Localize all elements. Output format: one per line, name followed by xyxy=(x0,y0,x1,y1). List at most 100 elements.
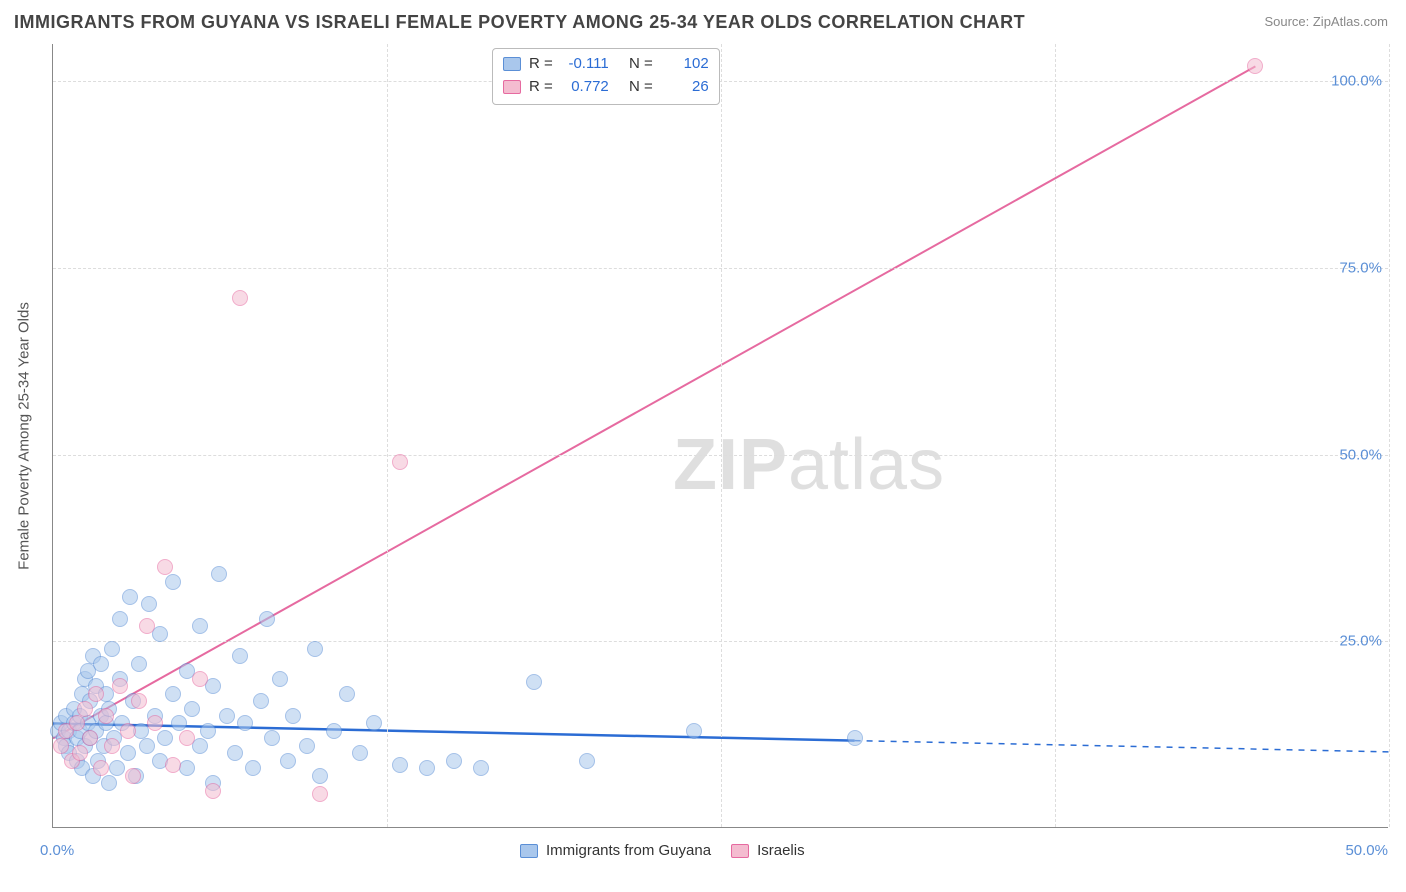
source-attribution: Source: ZipAtlas.com xyxy=(1264,14,1388,29)
marker-israelis xyxy=(131,693,147,709)
marker-guyana xyxy=(259,611,275,627)
ytick-label: 100.0% xyxy=(1331,73,1382,90)
swatch-guyana-2 xyxy=(520,844,538,858)
watermark: ZIPatlas xyxy=(673,424,945,506)
marker-guyana xyxy=(272,671,288,687)
gridline-v xyxy=(1055,44,1056,827)
marker-guyana xyxy=(299,738,315,754)
marker-guyana xyxy=(526,674,542,690)
marker-guyana xyxy=(307,641,323,657)
r-value-guyana: -0.111 xyxy=(561,53,609,76)
y-axis-label: Female Poverty Among 25-34 Year Olds xyxy=(16,302,33,570)
marker-guyana xyxy=(686,723,702,739)
marker-israelis xyxy=(157,559,173,575)
n-value-israelis: 26 xyxy=(661,76,709,99)
legend-label-israelis: Israelis xyxy=(757,842,805,859)
n-label: N = xyxy=(629,76,653,99)
gridline-v xyxy=(1389,44,1390,827)
swatch-israelis-2 xyxy=(731,844,749,858)
marker-israelis xyxy=(205,783,221,799)
marker-guyana xyxy=(184,701,200,717)
marker-guyana xyxy=(109,760,125,776)
marker-guyana xyxy=(285,708,301,724)
xtick-1: 50.0% xyxy=(1345,842,1388,859)
marker-guyana xyxy=(473,760,489,776)
series-legend: Immigrants from Guyana Israelis xyxy=(520,842,805,859)
marker-guyana xyxy=(280,753,296,769)
marker-guyana xyxy=(847,730,863,746)
marker-israelis xyxy=(179,730,195,746)
plot-area: ZIPatlas 25.0% 50.0% 75.0% 100.0% xyxy=(52,44,1388,828)
gridline-v xyxy=(721,44,722,827)
ytick-label: 25.0% xyxy=(1339,633,1382,650)
marker-guyana xyxy=(112,611,128,627)
marker-guyana xyxy=(339,686,355,702)
marker-guyana xyxy=(219,708,235,724)
marker-guyana xyxy=(237,715,253,731)
r-label: R = xyxy=(529,53,553,76)
legend-row-israelis: R = 0.772 N = 26 xyxy=(503,76,709,99)
marker-guyana xyxy=(227,745,243,761)
watermark-part2: atlas xyxy=(788,425,945,505)
r-label: R = xyxy=(529,76,553,99)
marker-guyana xyxy=(392,757,408,773)
marker-israelis xyxy=(192,671,208,687)
legend-item-israelis: Israelis xyxy=(731,842,805,859)
marker-israelis xyxy=(53,738,69,754)
marker-guyana xyxy=(141,596,157,612)
ytick-label: 50.0% xyxy=(1339,446,1382,463)
marker-israelis xyxy=(1247,58,1263,74)
marker-israelis xyxy=(120,723,136,739)
marker-guyana xyxy=(264,730,280,746)
marker-israelis xyxy=(312,786,328,802)
xtick-0: 0.0% xyxy=(40,842,74,859)
marker-guyana xyxy=(232,648,248,664)
marker-israelis xyxy=(139,618,155,634)
chart-container: IMMIGRANTS FROM GUYANA VS ISRAELI FEMALE… xyxy=(0,0,1406,892)
marker-israelis xyxy=(93,760,109,776)
marker-israelis xyxy=(88,686,104,702)
marker-israelis xyxy=(165,757,181,773)
marker-guyana xyxy=(245,760,261,776)
marker-israelis xyxy=(147,715,163,731)
marker-guyana xyxy=(446,753,462,769)
marker-israelis xyxy=(232,290,248,306)
marker-guyana xyxy=(312,768,328,784)
marker-israelis xyxy=(69,715,85,731)
marker-israelis xyxy=(125,768,141,784)
swatch-israelis xyxy=(503,80,521,94)
marker-guyana xyxy=(131,656,147,672)
gridline-v xyxy=(387,44,388,827)
marker-guyana xyxy=(139,738,155,754)
n-value-guyana: 102 xyxy=(661,53,709,76)
marker-guyana xyxy=(419,760,435,776)
legend-label-guyana: Immigrants from Guyana xyxy=(546,842,711,859)
watermark-part1: ZIP xyxy=(673,425,788,505)
marker-guyana xyxy=(104,641,120,657)
marker-guyana xyxy=(157,730,173,746)
legend-row-guyana: R = -0.111 N = 102 xyxy=(503,53,709,76)
marker-israelis xyxy=(112,678,128,694)
marker-guyana xyxy=(326,723,342,739)
r-value-israelis: 0.772 xyxy=(561,76,609,99)
swatch-guyana xyxy=(503,57,521,71)
marker-guyana xyxy=(122,589,138,605)
correlation-legend: R = -0.111 N = 102 R = 0.772 N = 26 xyxy=(492,48,720,105)
n-label: N = xyxy=(629,53,653,76)
marker-guyana xyxy=(253,693,269,709)
marker-israelis xyxy=(77,701,93,717)
marker-israelis xyxy=(72,745,88,761)
marker-guyana xyxy=(579,753,595,769)
marker-guyana xyxy=(120,745,136,761)
marker-guyana xyxy=(93,656,109,672)
marker-guyana xyxy=(352,745,368,761)
chart-title: IMMIGRANTS FROM GUYANA VS ISRAELI FEMALE… xyxy=(14,12,1025,33)
marker-guyana xyxy=(171,715,187,731)
marker-guyana xyxy=(165,574,181,590)
marker-guyana xyxy=(366,715,382,731)
marker-guyana xyxy=(165,686,181,702)
marker-guyana xyxy=(211,566,227,582)
ytick-label: 75.0% xyxy=(1339,260,1382,277)
marker-guyana xyxy=(192,618,208,634)
marker-guyana xyxy=(101,775,117,791)
